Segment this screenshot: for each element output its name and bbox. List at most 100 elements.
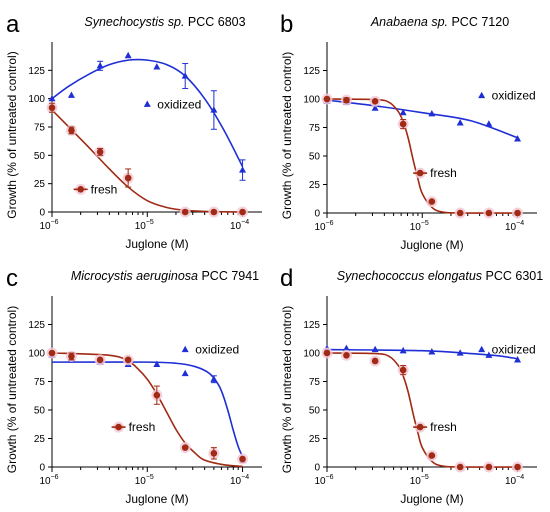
data-point bbox=[371, 357, 379, 365]
data-point bbox=[371, 104, 379, 111]
y-tick-label: 25 bbox=[309, 180, 321, 191]
legend-label: fresh bbox=[430, 166, 457, 180]
y-tick-label: 50 bbox=[34, 151, 46, 162]
series-fresh: fresh bbox=[46, 102, 249, 218]
series-fresh: fresh bbox=[321, 347, 524, 473]
panel-title-strain: PCC 6301 bbox=[482, 269, 543, 283]
y-tick-label: 0 bbox=[314, 209, 320, 220]
x-tick-base: 10 bbox=[230, 221, 242, 232]
panel-title-species: Microcystis aeruginosa bbox=[71, 269, 198, 283]
series-fresh: fresh bbox=[46, 347, 249, 468]
legend-label: fresh bbox=[430, 420, 457, 434]
legend-marker bbox=[478, 91, 486, 99]
data-point bbox=[181, 444, 189, 451]
data-point bbox=[181, 369, 189, 377]
panel-title-species: Synechococcus elongatus bbox=[337, 269, 482, 283]
panel-title-strain: PCC 6803 bbox=[184, 15, 245, 29]
fit-curve-fresh bbox=[326, 352, 518, 468]
data-point bbox=[371, 345, 379, 353]
x-tick-exponent: −4 bbox=[241, 219, 249, 226]
x-tick-label: 10−5 bbox=[410, 220, 429, 233]
x-tick-label: 10−5 bbox=[135, 474, 154, 487]
y-tick-label: 125 bbox=[303, 66, 320, 77]
data-point bbox=[48, 349, 56, 357]
x-tick-exponent: −6 bbox=[51, 219, 59, 226]
legend-marker bbox=[478, 345, 486, 353]
panel-letter: a bbox=[6, 11, 20, 38]
data-point bbox=[210, 375, 218, 382]
legend-label: oxidized bbox=[157, 97, 201, 111]
x-tick-label: 10−6 bbox=[314, 220, 333, 233]
legend-label: fresh bbox=[91, 182, 118, 196]
data-point bbox=[210, 208, 218, 216]
data-point bbox=[124, 356, 132, 364]
x-tick-base: 10 bbox=[410, 476, 422, 487]
data-point bbox=[124, 51, 132, 59]
y-tick-label: 50 bbox=[309, 406, 321, 417]
x-tick-exponent: −5 bbox=[421, 474, 429, 481]
x-tick-label: 10−4 bbox=[230, 474, 249, 487]
data-point bbox=[153, 360, 161, 367]
legend-marker bbox=[77, 186, 84, 193]
legend-label: oxidized bbox=[492, 89, 536, 103]
legend-marker bbox=[115, 423, 122, 431]
y-axis-label: Growth (% of untreated control) bbox=[280, 306, 294, 473]
x-tick-exponent: −5 bbox=[146, 474, 154, 481]
data-point bbox=[96, 148, 104, 156]
y-tick-label: 125 bbox=[28, 320, 45, 331]
x-tick-base: 10 bbox=[505, 476, 517, 487]
fit-curve-oxidized bbox=[326, 99, 518, 139]
fit-curve-oxidized bbox=[51, 58, 244, 168]
data-point bbox=[210, 450, 218, 457]
y-tick-label: 125 bbox=[303, 320, 320, 331]
x-tick-exponent: −4 bbox=[241, 474, 249, 481]
data-point bbox=[68, 127, 75, 134]
panel-d: d Synechococcus elongatus PCC 6301 0 25 50 75… bbox=[280, 265, 543, 506]
data-point bbox=[343, 351, 350, 359]
data-point bbox=[239, 455, 246, 463]
x-tick-exponent: −5 bbox=[421, 220, 429, 227]
data-point bbox=[239, 208, 246, 216]
panel-title-species: Anabaena sp. bbox=[370, 15, 448, 29]
y-tick-label: 0 bbox=[39, 463, 45, 474]
legend-label: fresh bbox=[129, 420, 156, 434]
data-point bbox=[210, 106, 218, 113]
x-tick-exponent: −4 bbox=[516, 220, 524, 227]
panel-a: a Synechocystis sp. PCC 6803 0 25 50 75 100 125… bbox=[5, 11, 262, 251]
x-tick-exponent: −6 bbox=[326, 474, 334, 481]
x-axis-label: Juglone (M) bbox=[400, 238, 463, 252]
y-tick-label: 75 bbox=[34, 377, 46, 388]
data-point bbox=[456, 463, 464, 471]
fit-curve-fresh bbox=[51, 109, 243, 213]
data-point bbox=[48, 104, 56, 112]
x-tick-exponent: −5 bbox=[146, 219, 154, 226]
legend-label: oxidized bbox=[492, 343, 536, 357]
panel-title-species: Synechocystis sp. bbox=[84, 15, 184, 29]
data-point bbox=[96, 356, 104, 364]
legend-marker bbox=[143, 100, 151, 107]
panel-title: Anabaena sp. PCC 7120 bbox=[370, 15, 509, 29]
data-point bbox=[514, 209, 521, 217]
data-point bbox=[181, 208, 189, 216]
data-point bbox=[456, 119, 464, 126]
y-tick-label: 0 bbox=[39, 208, 45, 219]
data-point bbox=[485, 351, 493, 358]
x-axis-label: Juglone (M) bbox=[400, 492, 463, 506]
data-point bbox=[48, 94, 56, 102]
panel-c: c Microcystis aeruginosa PCC 7941 0 25 50 75 1… bbox=[5, 265, 262, 506]
data-point bbox=[485, 463, 493, 471]
panel-title: Synechocystis sp. PCC 6803 bbox=[84, 15, 245, 29]
data-point bbox=[67, 91, 75, 98]
x-tick-base: 10 bbox=[314, 222, 326, 233]
x-tick-label: 10−4 bbox=[505, 474, 524, 487]
data-point bbox=[239, 166, 247, 173]
y-tick-label: 50 bbox=[309, 152, 321, 163]
panel-title: Synechococcus elongatus PCC 6301 bbox=[337, 269, 543, 283]
y-tick-label: 100 bbox=[28, 349, 45, 360]
panel-letter: c bbox=[6, 265, 18, 292]
data-point bbox=[456, 209, 464, 217]
x-tick-label: 10−5 bbox=[410, 474, 429, 487]
y-tick-label: 50 bbox=[34, 406, 46, 417]
data-point bbox=[153, 63, 161, 70]
